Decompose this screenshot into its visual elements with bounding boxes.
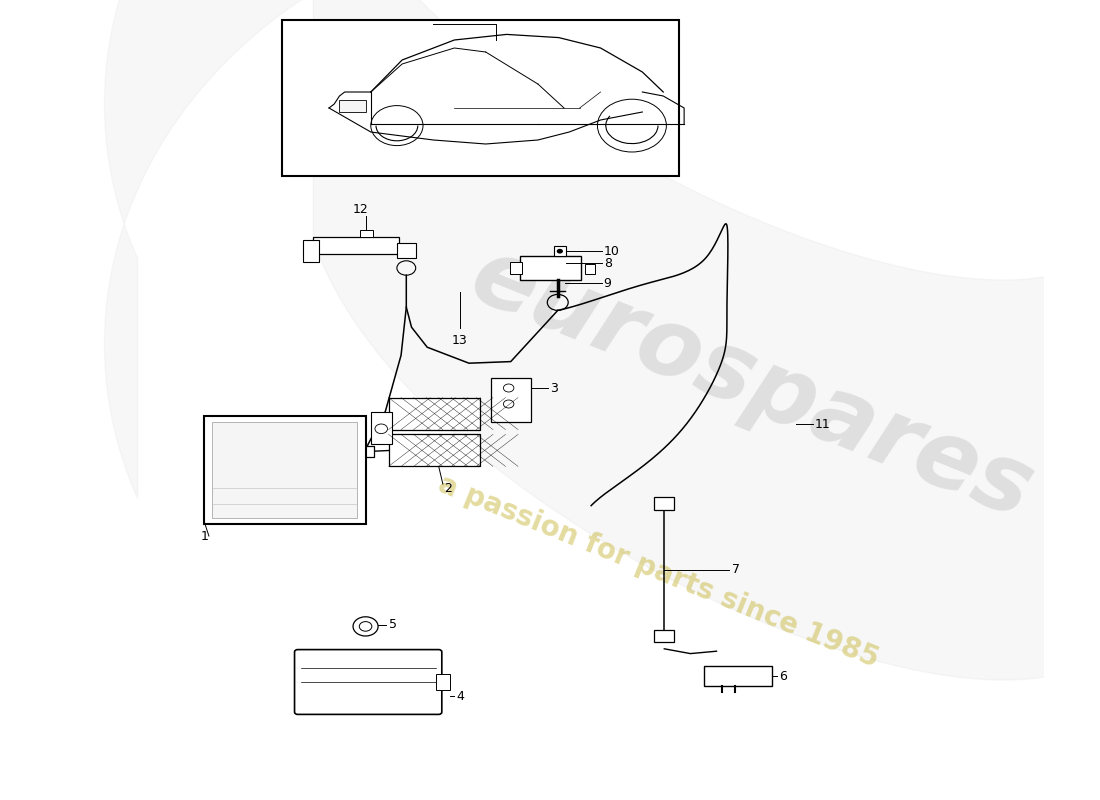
- Text: 5: 5: [388, 618, 396, 631]
- Text: 2: 2: [444, 482, 452, 494]
- Bar: [654, 630, 674, 642]
- Text: 7: 7: [733, 563, 740, 576]
- Bar: [282, 20, 679, 176]
- Bar: [388, 398, 481, 430]
- Bar: [491, 378, 530, 422]
- Text: 1: 1: [201, 530, 209, 542]
- Text: 3: 3: [550, 382, 559, 394]
- Circle shape: [557, 249, 563, 254]
- Bar: [355, 446, 374, 457]
- Text: 11: 11: [815, 418, 830, 430]
- Bar: [340, 100, 365, 112]
- Bar: [509, 262, 522, 274]
- Bar: [314, 237, 399, 254]
- Bar: [388, 434, 481, 466]
- Bar: [397, 243, 416, 258]
- Bar: [371, 412, 392, 444]
- Bar: [212, 422, 358, 518]
- Text: a passion for parts since 1985: a passion for parts since 1985: [433, 470, 882, 674]
- Bar: [585, 264, 595, 274]
- Bar: [654, 497, 674, 510]
- Bar: [460, 442, 478, 453]
- Text: eurospares: eurospares: [458, 230, 1046, 538]
- Text: 10: 10: [604, 245, 619, 258]
- Bar: [520, 256, 581, 280]
- Bar: [704, 666, 772, 686]
- Text: 12: 12: [352, 203, 368, 216]
- Text: 9: 9: [604, 277, 612, 290]
- FancyBboxPatch shape: [295, 650, 442, 714]
- Text: 8: 8: [604, 257, 612, 270]
- Bar: [204, 416, 365, 524]
- Bar: [553, 246, 566, 256]
- Bar: [436, 674, 450, 690]
- Text: 6: 6: [779, 670, 788, 682]
- Bar: [361, 230, 373, 237]
- Text: 13: 13: [452, 334, 468, 346]
- Bar: [302, 240, 319, 262]
- Text: 4: 4: [456, 690, 464, 702]
